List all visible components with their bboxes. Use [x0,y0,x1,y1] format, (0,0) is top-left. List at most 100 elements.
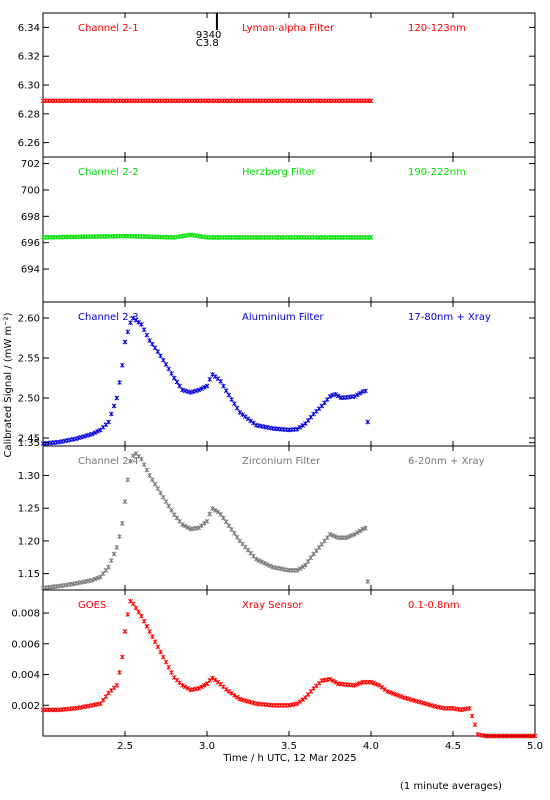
data-point [305,559,311,564]
data-point [89,577,95,583]
data-point [229,691,234,696]
y-tick-label: 0.004 [11,670,40,681]
data-point [363,388,368,394]
panel-header-label: GOES [78,600,106,611]
data-point [117,380,122,385]
data-point [232,530,237,536]
y-tick-label: 6.26 [18,138,40,149]
panel-header-label: Zirconium Filter [242,456,321,467]
data-point [327,676,333,682]
data-point [330,392,336,398]
data-point [226,523,232,528]
y-tick-label: 6.32 [18,52,40,63]
data-point [119,654,125,660]
data-point [182,684,188,690]
data-point [352,682,357,688]
data-point [201,385,207,390]
outlier-point [365,579,371,584]
data-point [158,490,163,496]
data-point [125,329,131,335]
data-point [81,434,87,439]
data-point [106,564,111,570]
data-point [95,575,100,581]
data-point [114,682,120,688]
data-point [163,659,169,665]
data-point [262,560,267,566]
data-point [212,374,218,379]
y-tick-label: 2.45 [18,434,40,445]
panel-2: 694 696 698 700 702 Channel 2-2 Herzberg Filte… [21,156,536,303]
data-point [398,694,404,699]
data-point [415,699,420,704]
data-point [169,508,174,513]
data-point [221,383,226,389]
data-point [368,98,374,104]
data-point [327,532,333,537]
data-point [152,481,158,487]
data-point [379,685,385,690]
panel-frame [42,301,536,447]
data-point [218,511,223,517]
data-point [139,322,144,327]
panel-header-label: Channel 2-2 [78,167,139,178]
data-point [193,388,199,394]
panel-header-label: 190-222nm [408,167,466,178]
y-tick-label: 2.50 [18,394,40,405]
data-point [234,405,240,411]
data-point [210,506,215,511]
y-tick-label: 1.30 [18,471,40,482]
data-point [87,432,92,438]
data-point [133,605,139,611]
data-point [158,353,163,359]
data-point [423,701,428,707]
data-point [237,410,243,415]
data-point [349,533,355,538]
data-point [393,692,398,697]
y-tick-label: 2.55 [18,354,40,365]
data-point [352,532,357,537]
x-tick-label: 3.0 [199,741,215,752]
data-point [333,392,338,397]
data-point [428,702,434,708]
data-point [199,386,204,391]
data-point [256,558,262,563]
data-point [89,431,95,437]
data-point [174,379,180,385]
data-point [144,624,150,629]
data-point [128,320,133,325]
data-point [355,530,360,535]
data-point [297,425,303,430]
panel-5: 0.002 0.004 0.006 0.008 GOES Xray Sensor 0.1-0… [11,589,538,739]
data-point [406,696,412,702]
data-point [232,401,237,407]
y-tick-label: 0.002 [11,701,40,712]
data-point [182,523,188,529]
data-point [297,566,303,571]
data-point [371,680,377,686]
data-point [221,515,226,521]
data-point [100,697,106,703]
data-point [234,534,240,540]
x-tick-label: 5.0 [527,741,543,752]
data-point [374,681,379,687]
data-point [300,423,305,428]
data-point [125,477,131,483]
data-point [207,511,213,517]
data-point [201,521,207,526]
data-point [169,670,174,675]
data-point [122,499,128,504]
y-tick-label: 1.35 [18,438,40,449]
data-point [472,722,478,728]
data-point [420,700,426,706]
data-point [160,357,166,363]
data-point [303,562,308,568]
data-point [144,467,150,473]
data-point [232,692,237,698]
data-point [355,392,360,398]
data-point [147,473,152,478]
panel-header-label: 17-80nm + Xray [408,312,491,323]
data-point [229,527,234,532]
data-point [417,699,423,705]
data-point [357,680,363,686]
data-point [177,383,182,389]
